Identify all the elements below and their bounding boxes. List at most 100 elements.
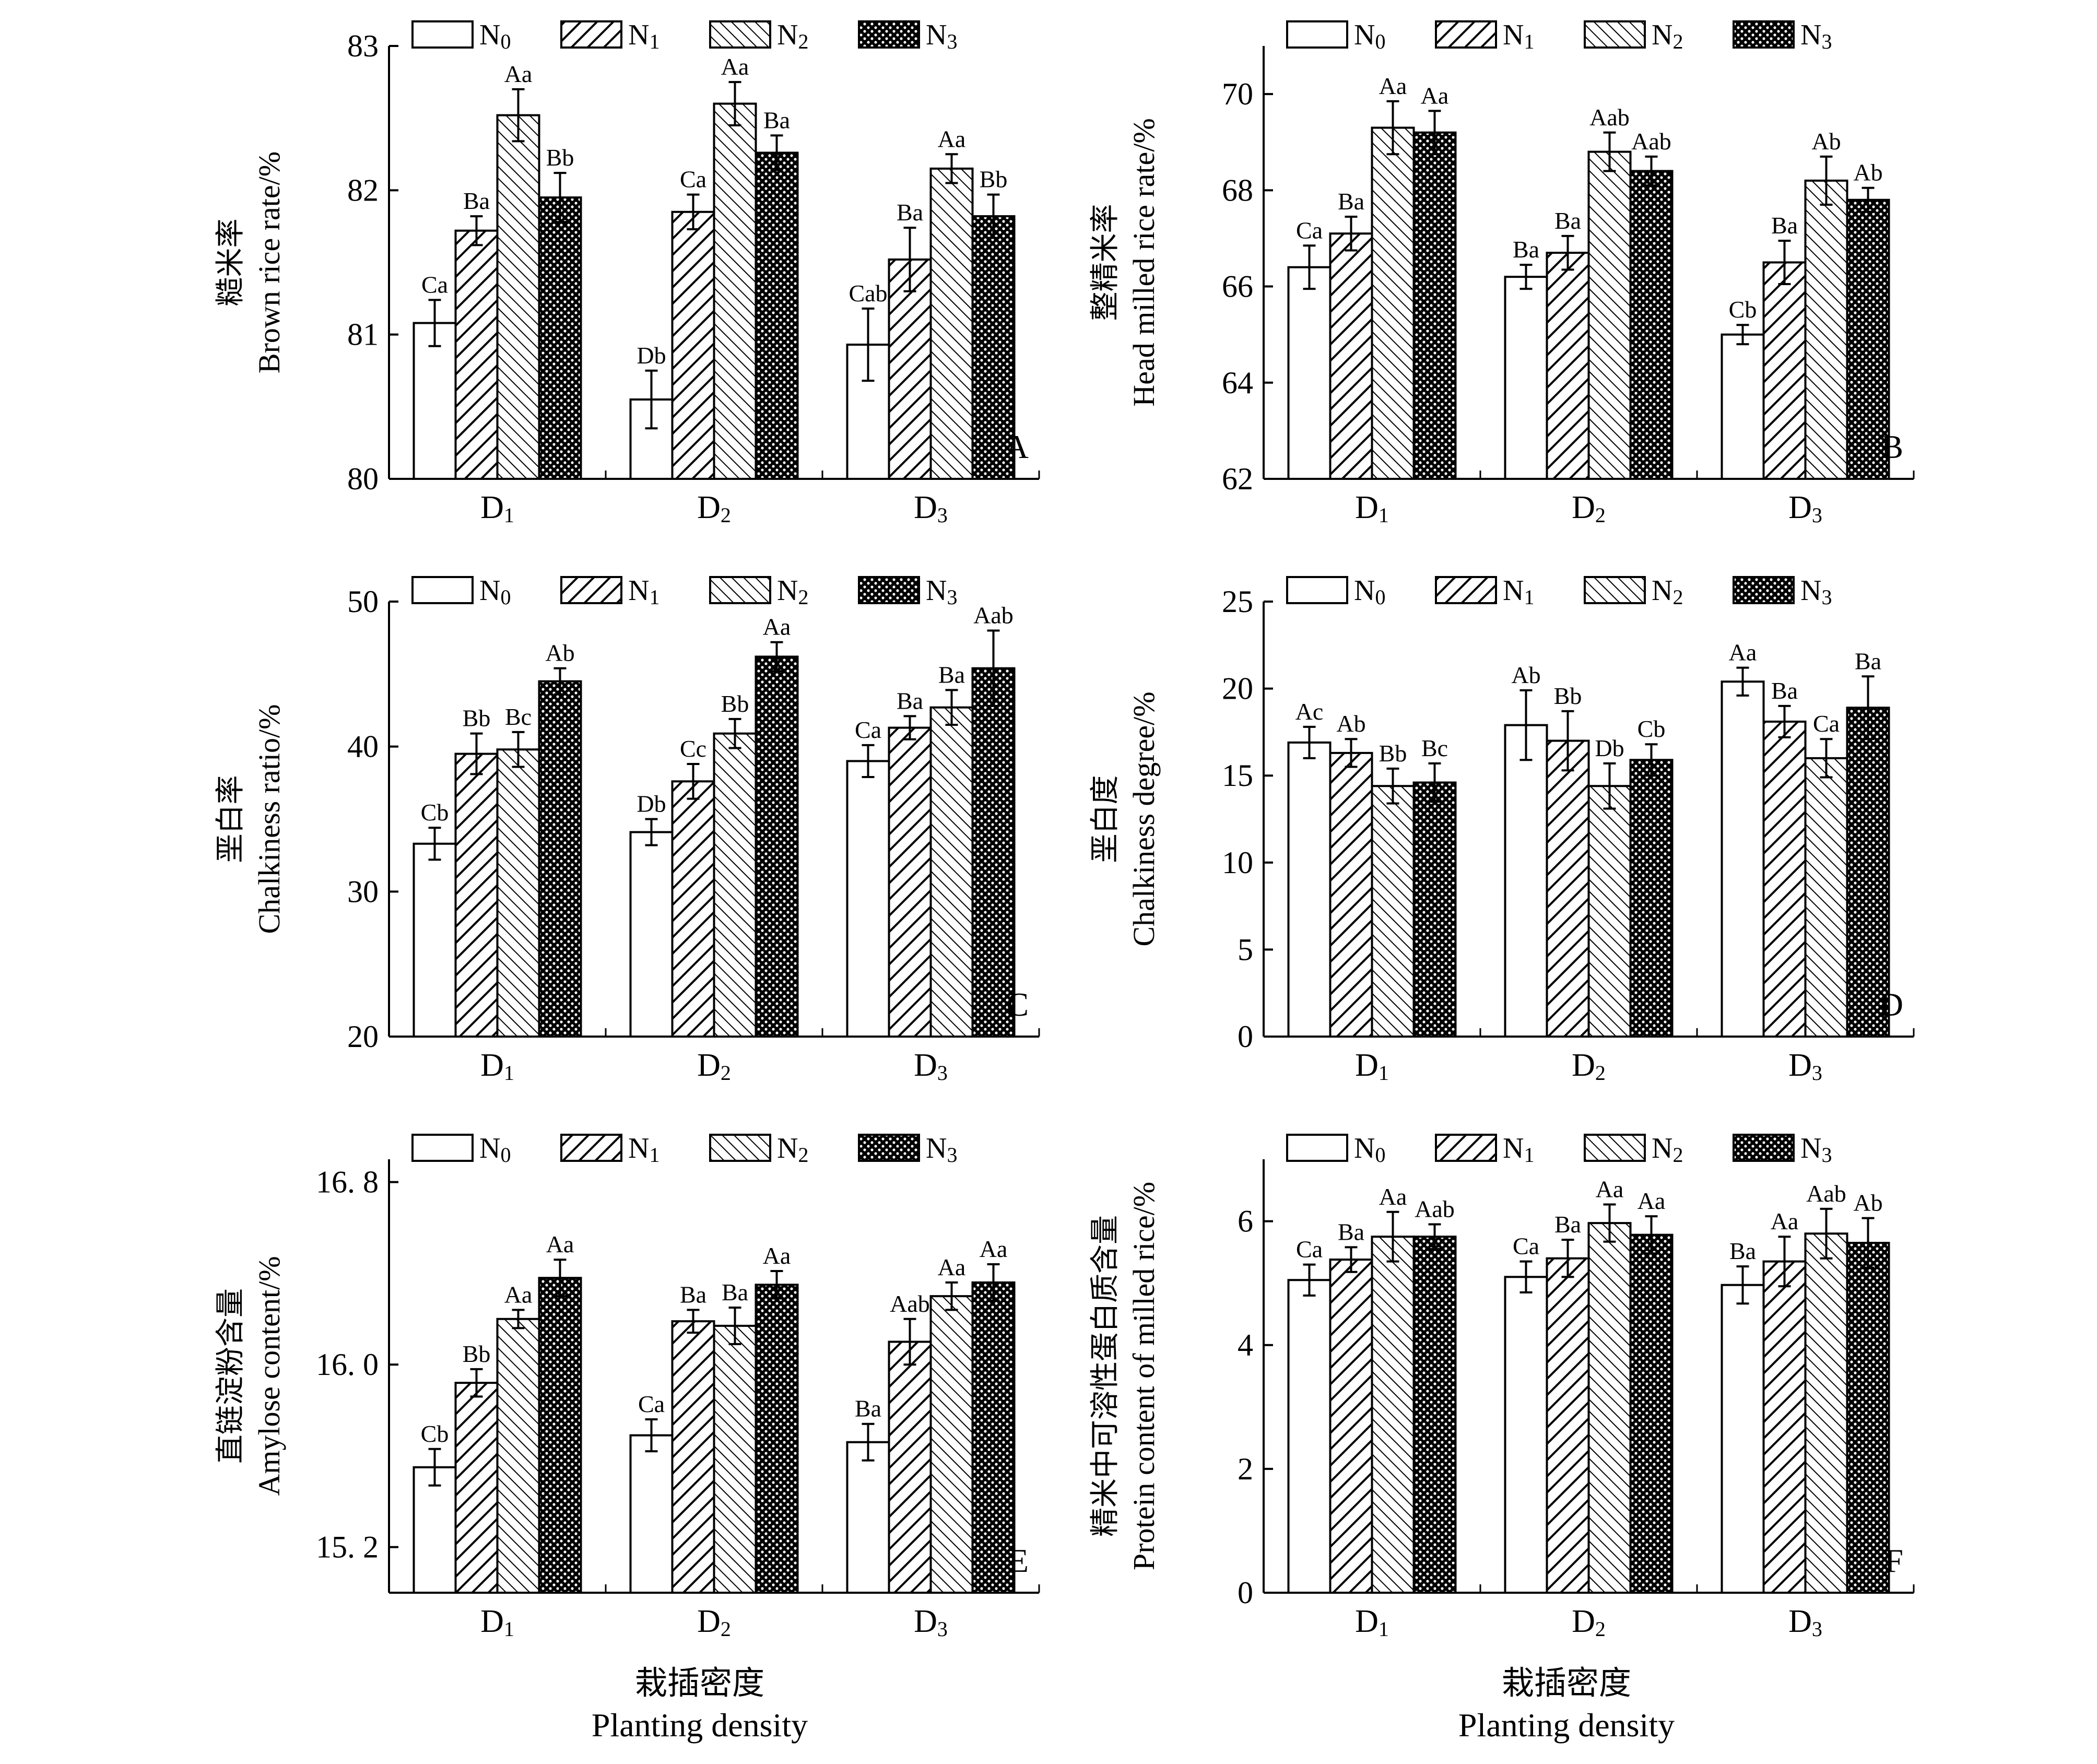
legend-swatch-n2 (1584, 20, 1646, 49)
bar-n3-d3 (971, 215, 1016, 480)
legend-label-n2: N2 (777, 1132, 808, 1167)
bar-n1-d1 (454, 229, 499, 480)
legend-swatch-n1 (1435, 20, 1497, 49)
legend-label-n1: N1 (628, 574, 659, 609)
y-axis-title-en: Chalkiness degree/% (1127, 691, 1161, 946)
significance-label: Aa (938, 1254, 966, 1280)
bar-n3-d3 (1846, 198, 1890, 480)
legend-swatch-n3 (858, 576, 920, 604)
significance-label: Ca (1813, 710, 1840, 737)
significance-label: Aa (938, 125, 966, 152)
y-tick-label: 68 (1222, 173, 1253, 207)
bar-n1-d1 (454, 752, 499, 1038)
chart-panel-c: 20 30 40 50 垩白率 Chalkiness ratio/% D1 Cb Bb Bc Ab D… (214, 574, 1040, 1085)
legend-label-n2: N2 (1652, 1132, 1683, 1167)
bar-n2-d2 (713, 1324, 757, 1594)
bar-n2-d2 (713, 102, 757, 480)
significance-label: Aa (1771, 1208, 1799, 1234)
legend-swatch-n2 (709, 1134, 771, 1162)
legend-swatch-n2 (709, 20, 771, 49)
y-tick-label: 15 (1222, 758, 1253, 793)
y-tick-label: 4 (1238, 1328, 1253, 1362)
legend-swatch-n0 (1286, 20, 1348, 49)
significance-label: Aa (1379, 73, 1407, 99)
legend-label-n3: N3 (1800, 19, 1832, 53)
bar-n0-d3 (1721, 333, 1765, 480)
chart-panel-d: 0 5 10 15 20 25 垩白度 Chalkiness degree/% D1 Ac Ab Bb… (1088, 574, 1915, 1085)
significance-label: Aa (546, 1231, 574, 1257)
y-tick-label: 40 (347, 730, 379, 764)
y-tick-label: 16. 8 (316, 1165, 379, 1199)
bar-n0-d1 (1287, 1279, 1332, 1594)
y-axis-title-cn: 整精米率 (1088, 204, 1122, 321)
bar-n3-d3 (1846, 1242, 1890, 1594)
bar-n2-d3 (929, 167, 974, 480)
bar-n1-d2 (1546, 739, 1590, 1038)
significance-label: Ba (1554, 1211, 1581, 1238)
significance-label: Aab (1806, 1180, 1846, 1207)
bar-n2-d1 (496, 114, 540, 480)
significance-label: Aab (973, 602, 1014, 629)
legend-label-n1: N1 (1503, 19, 1534, 53)
bar-n0-d2 (1504, 724, 1548, 1038)
legend-label-n2: N2 (777, 574, 808, 609)
chart-panel-e: 15. 2 16. 0 16. 8 直链淀粉含量 Amylose content/% D1… (214, 1132, 1040, 1641)
significance-label: Ac (1295, 698, 1324, 725)
y-axis-title-cn: 垩白度 (1088, 775, 1122, 863)
bar-n2-d3 (1804, 179, 1848, 480)
significance-label: Aa (504, 61, 533, 87)
legend-swatch-n2 (709, 576, 771, 604)
significance-label: Cc (680, 735, 706, 762)
panel-letter: A (1005, 428, 1029, 465)
significance-label: Ab (1511, 662, 1540, 688)
significance-label: Ba (1855, 648, 1881, 674)
bar-n1-d3 (888, 1340, 932, 1594)
significance-label: Ab (1336, 710, 1365, 737)
bar-n3-d2 (1629, 170, 1674, 480)
bar-n0-d3 (846, 760, 890, 1038)
x-tick-label: D1 (1355, 1604, 1389, 1641)
significance-label: Ca (680, 166, 706, 193)
y-tick-label: 20 (1222, 672, 1253, 706)
bar-n3-d1 (538, 196, 582, 480)
significance-label: Ba (1338, 188, 1364, 215)
y-tick-label: 83 (347, 29, 379, 63)
significance-label: Aa (1379, 1183, 1407, 1210)
significance-label: Aa (1637, 1187, 1666, 1214)
significance-label: Cb (421, 799, 449, 826)
y-tick-label: 10 (1222, 845, 1253, 880)
y-tick-label: 6 (1238, 1204, 1253, 1239)
x-tick-label: D2 (1572, 1048, 1606, 1085)
legend-label-n0: N0 (479, 19, 511, 53)
y-axis-title-cn: 糙米率 (214, 219, 248, 307)
bar-n2-d1 (1371, 785, 1415, 1038)
bar-n2-d1 (1371, 126, 1415, 480)
bar-n3-d2 (755, 655, 799, 1038)
bar-n0-d2 (629, 831, 674, 1038)
legend-label-n0: N0 (1354, 1132, 1385, 1167)
bar-n1-d2 (671, 210, 715, 480)
legend-swatch-n1 (560, 1134, 622, 1162)
significance-label: Aab (1631, 128, 1671, 155)
significance-label: Db (1595, 735, 1624, 761)
legend-swatch-n0 (411, 1134, 474, 1162)
significance-label: Aa (1421, 82, 1449, 109)
legend-label-n1: N1 (1503, 1132, 1534, 1167)
legend-label-n0: N0 (479, 1132, 511, 1167)
bar-n1-d2 (671, 1320, 715, 1594)
bar-n2-d2 (1587, 785, 1632, 1038)
bar-n3-d2 (1629, 1233, 1674, 1594)
significance-label: Ba (463, 187, 490, 214)
x-tick-label: D3 (914, 490, 948, 527)
bar-n1-d1 (454, 1382, 499, 1594)
legend-swatch-n3 (1733, 1134, 1795, 1162)
x-tick-label: D3 (1788, 490, 1822, 527)
y-axis-title-en: Head milled rice rate/% (1127, 118, 1161, 406)
significance-label: Aa (1596, 1176, 1624, 1203)
significance-label: Ab (1853, 1190, 1882, 1216)
bar-n1-d3 (1762, 1260, 1807, 1594)
significance-label: Ab (1811, 128, 1841, 155)
significance-label: Bb (463, 1340, 491, 1367)
x-tick-label: D2 (697, 1048, 731, 1085)
bar-n1-d1 (1329, 232, 1373, 480)
